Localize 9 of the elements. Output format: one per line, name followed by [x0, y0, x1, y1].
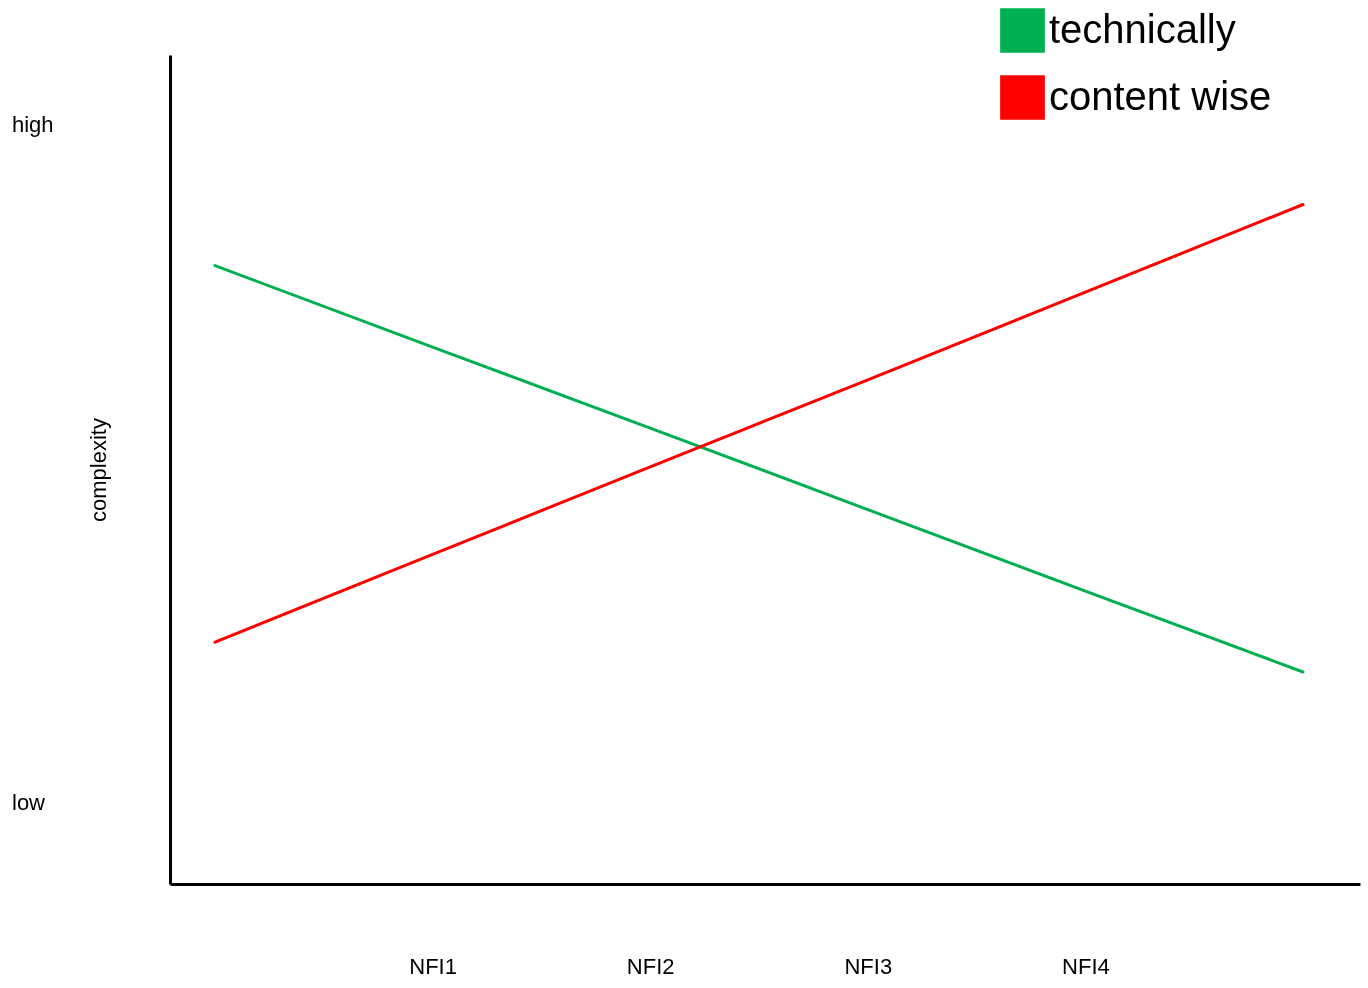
y-axis-title: complexity	[85, 418, 111, 522]
legend-label: content wise	[1049, 73, 1272, 118]
x-tick-label: NFI3	[844, 953, 893, 979]
text: high	[12, 112, 54, 138]
x-tick-label: NFI2	[626, 953, 675, 979]
text: low	[12, 790, 46, 816]
x-tick-label: NFI1	[409, 953, 457, 979]
x-tick-label: NFI4	[1062, 953, 1110, 979]
legend-label: technically	[1049, 6, 1236, 51]
